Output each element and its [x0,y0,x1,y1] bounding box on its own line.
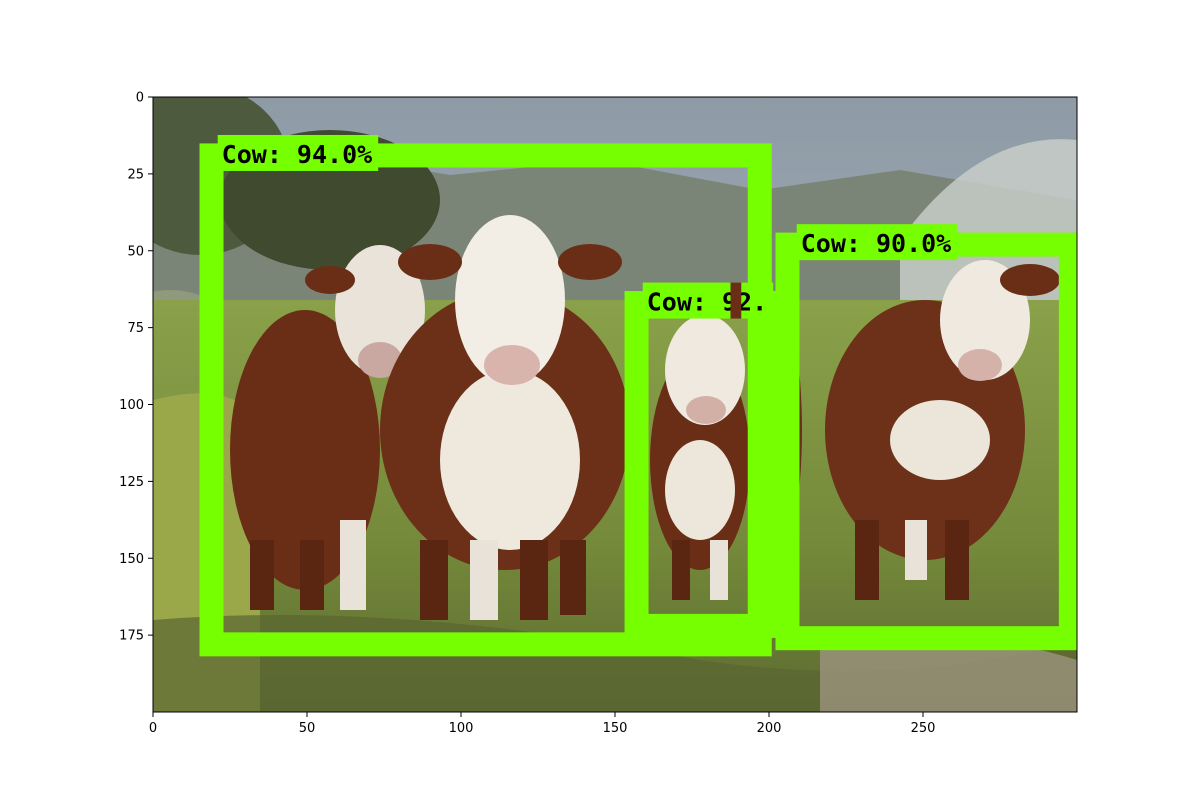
y-tick-label: 25 [127,167,144,182]
x-tick-label: 150 [603,721,628,736]
x-tick-label: 100 [449,721,474,736]
cow-photo [153,97,1077,712]
y-tick-label: 75 [127,321,144,336]
detection-2: Cow: 92. [624,282,781,638]
detection-label: Cow: 90.0% [801,229,952,258]
y-tick-label: 125 [119,475,144,490]
y-tick-label: 175 [119,629,144,644]
y-tick-label: 150 [119,552,144,567]
detection-3: Cow: 90.0% [775,224,1077,651]
detection-label: Cow: 92. [647,288,767,317]
x-tick-label: 250 [911,721,936,736]
label-background [796,224,958,261]
y-axis: 0 25 50 75 100 125 150 175 [119,91,153,644]
y-tick-label: 0 [136,91,144,106]
x-tick-label: 200 [757,721,782,736]
x-axis: 0 50 100 150 200 250 [149,712,936,736]
x-tick-label: 0 [149,721,157,736]
x-tick-label: 50 [299,721,316,736]
y-tick-label: 50 [127,244,144,259]
y-tick-label: 100 [119,398,144,413]
detection-label: Cow: 94.0% [222,140,373,169]
label-background [642,282,774,319]
label-background [217,134,379,171]
label-occlusion [730,282,742,319]
